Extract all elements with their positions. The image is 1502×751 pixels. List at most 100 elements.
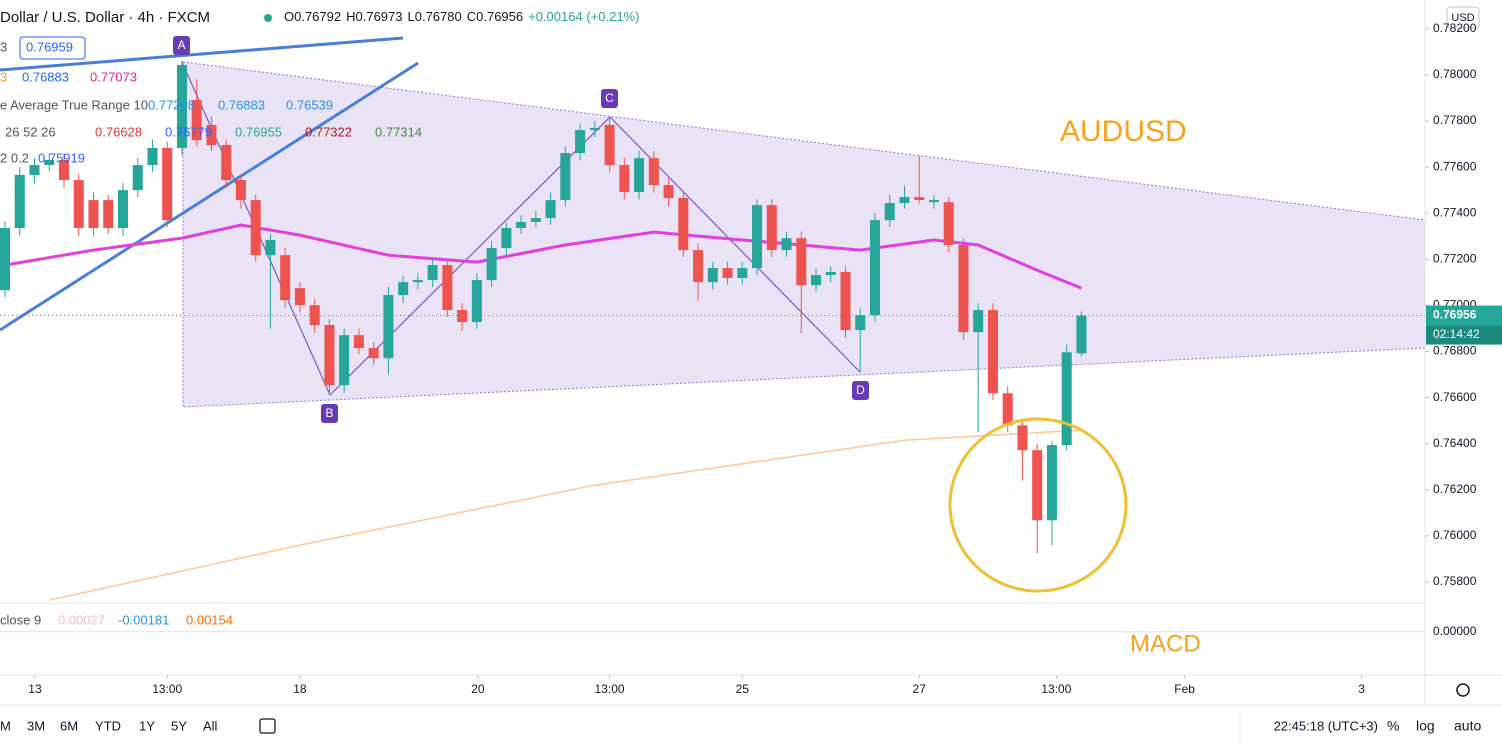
candle-body [810,274,822,286]
close: C0.76956 [467,9,523,24]
countdown: 02:14:42 [1433,327,1480,341]
candle-body [368,348,379,359]
candle-body [634,158,645,193]
point-badge [173,36,190,55]
point-badge [852,381,869,400]
indicator-line [49,429,1082,601]
date-range-icon[interactable] [259,718,276,734]
macd-legend-value: -0.00181 [118,612,169,627]
range-button[interactable]: 3M [27,718,45,733]
settings-icon[interactable] [1456,683,1470,697]
candle-body [914,197,925,201]
indicator-line [4,223,1082,290]
candle-body [855,315,866,331]
candle-body [796,238,807,286]
high: H0.76973 [346,9,402,24]
candle-body [619,165,630,193]
candle-body [899,197,910,204]
candle-body [73,180,84,228]
candle-body [471,280,482,323]
point-label: B [325,406,333,420]
low: L0.76780 [408,9,462,24]
legend-value: 0.77228 [148,97,195,112]
candle-body [117,190,128,228]
legend-value: 0.76883 [22,69,69,84]
ohlc-header: O0.76792 H0.76973 L0.76780 C0.76956 +0.00164… [284,9,639,24]
y-tick-label: 0.77400 [1433,205,1477,219]
legend-value: 0.77073 [90,69,137,84]
legend-box [19,36,86,60]
legend-value: 0.75919 [38,150,85,165]
candle-body [250,200,261,256]
y-tick-label: 0.76600 [1433,390,1477,404]
candle-body [309,305,320,326]
percent-toggle[interactable]: % [1387,718,1399,734]
candle-body [324,325,335,386]
legend-value: 0.76955 [235,124,282,139]
candle-body [648,158,659,186]
last-price-label: 0.76956 [1433,308,1477,322]
candle-body [44,159,55,166]
candle-body [353,335,364,349]
x-tick-label: 13:00 [152,682,182,696]
range-button[interactable]: 1Y [139,718,155,733]
point-label: C [605,91,614,105]
clock[interactable]: 22:45:18 (UTC+3) [1274,718,1378,733]
legend-value: 0.77314 [375,124,422,139]
candle-body [501,227,512,249]
plot-area [0,61,1425,601]
candle-body [766,205,777,251]
legend-label: 3 [0,39,7,54]
point-badge [321,404,338,423]
currency: USD [1451,12,1474,24]
status-dot [264,14,272,22]
x-tick-label: Feb [1174,682,1195,696]
candle-body [294,288,305,306]
candle-body [1046,445,1057,521]
x-tick-label: 13:00 [1041,682,1071,696]
y-tick-label: 0.78200 [1433,21,1477,35]
trend-line [0,36,404,72]
candle-body [869,220,881,316]
y-tick-label: 0.75800 [1433,574,1477,588]
candle-body [383,295,394,359]
candle-body [663,185,674,199]
macd-legend-value: 0.00027 [58,612,105,627]
legend-value: 0.77322 [305,124,352,139]
range-button[interactable]: YTD [95,718,121,733]
candle-body [191,100,202,141]
y-tick-label: 0.77200 [1433,251,1477,265]
candle-body [840,271,851,331]
candle-body [781,238,792,251]
auto-toggle[interactable]: auto [1454,718,1481,734]
macd-legend-value: 0.00154 [186,612,233,627]
range-button[interactable]: M [0,718,11,733]
candle-body [265,239,276,256]
range-button[interactable]: All [203,718,218,733]
candle-body [1061,352,1072,446]
candle-body [339,335,350,386]
candle-body [516,221,527,228]
candle-body [1017,425,1028,451]
point-label: A [177,38,185,52]
candle-body [486,248,497,281]
candle-body [604,124,615,166]
candle-body [398,282,409,296]
range-button[interactable]: 6M [60,718,78,733]
y-tick-label: 0.76400 [1433,436,1477,450]
candle-body [707,268,718,283]
candle-body [412,280,423,283]
symbol-annotation: AUDUSD [1060,115,1187,148]
log-toggle[interactable]: log [1416,718,1435,734]
trend-line [0,61,419,332]
legend-label: e Average True Range 10 [0,97,148,112]
candle-body [442,265,453,311]
macd-y-tick-label: 0.00000 [1433,624,1477,638]
y-tick-label: 0.78000 [1433,67,1477,81]
candle-body [221,144,232,181]
y-tick-label: 0.77800 [1433,113,1477,127]
candle-body [575,130,586,154]
range-button[interactable]: 5Y [171,718,187,733]
candle-body [943,202,954,246]
x-tick-label: 20 [471,682,485,696]
